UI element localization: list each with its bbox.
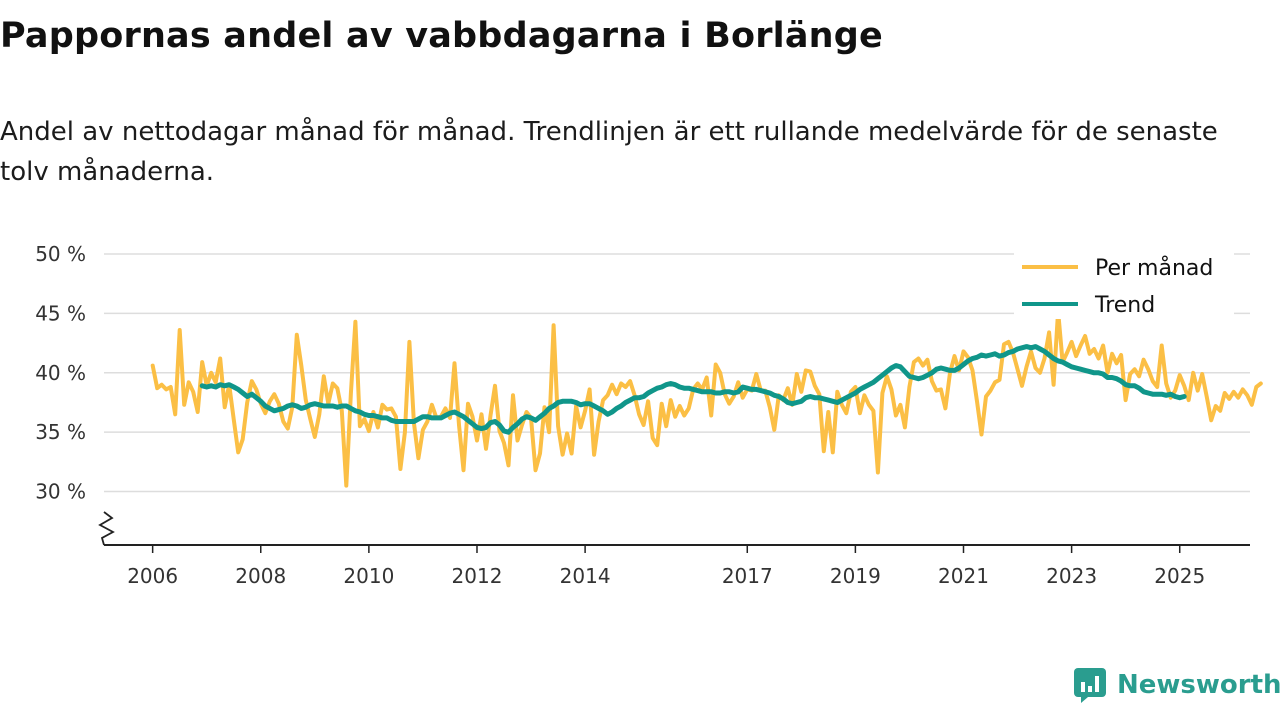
x-tick-label: 2010	[343, 564, 394, 588]
legend-label-trend: Trend	[1094, 293, 1155, 318]
x-tick-label: 2025	[1154, 564, 1205, 588]
legend-background	[1014, 249, 1234, 319]
x-tick-label: 2019	[830, 564, 881, 588]
series-lines	[150, 309, 1263, 488]
x-axis-ticks: 2006 2008 2010 2012 2014 2017 2019 2021 2023 2025	[127, 545, 1205, 588]
y-tick-label: 50 %	[35, 242, 86, 266]
series-line-trend	[199, 344, 1187, 435]
y-tick-label: 30 %	[35, 480, 86, 504]
x-tick-label: 2006	[127, 564, 178, 588]
chart-title: Pappornas andel av vabbdagarna i Borläng…	[0, 16, 883, 56]
newsworthy-logo-icon	[1074, 668, 1106, 703]
brand-logo: Newsworthy	[1073, 665, 1280, 705]
axis-break-mark	[98, 511, 115, 546]
legend-label-monthly: Per månad	[1095, 255, 1213, 281]
x-tick-label: 2017	[722, 564, 773, 588]
chart-subtitle: Andel av nettodagar månad för månad. Tre…	[0, 117, 1218, 187]
series-line-monthly	[150, 309, 1263, 488]
x-tick-label: 2023	[1046, 564, 1097, 588]
x-tick-label: 2008	[235, 564, 286, 588]
y-tick-label: 45 %	[35, 301, 86, 325]
y-tick-label: 35 %	[35, 420, 86, 444]
x-tick-label: 2021	[938, 564, 989, 588]
y-axis-ticks: 30 % 35 % 40 % 45 % 50 %	[35, 242, 86, 504]
x-axis	[98, 511, 1250, 546]
legend: Per månad Trend	[1014, 249, 1234, 319]
x-tick-label: 2012	[452, 564, 503, 588]
y-tick-label: 40 %	[35, 361, 86, 385]
brand-name: Newsworthy	[1117, 670, 1280, 700]
x-tick-label: 2014	[560, 564, 611, 588]
